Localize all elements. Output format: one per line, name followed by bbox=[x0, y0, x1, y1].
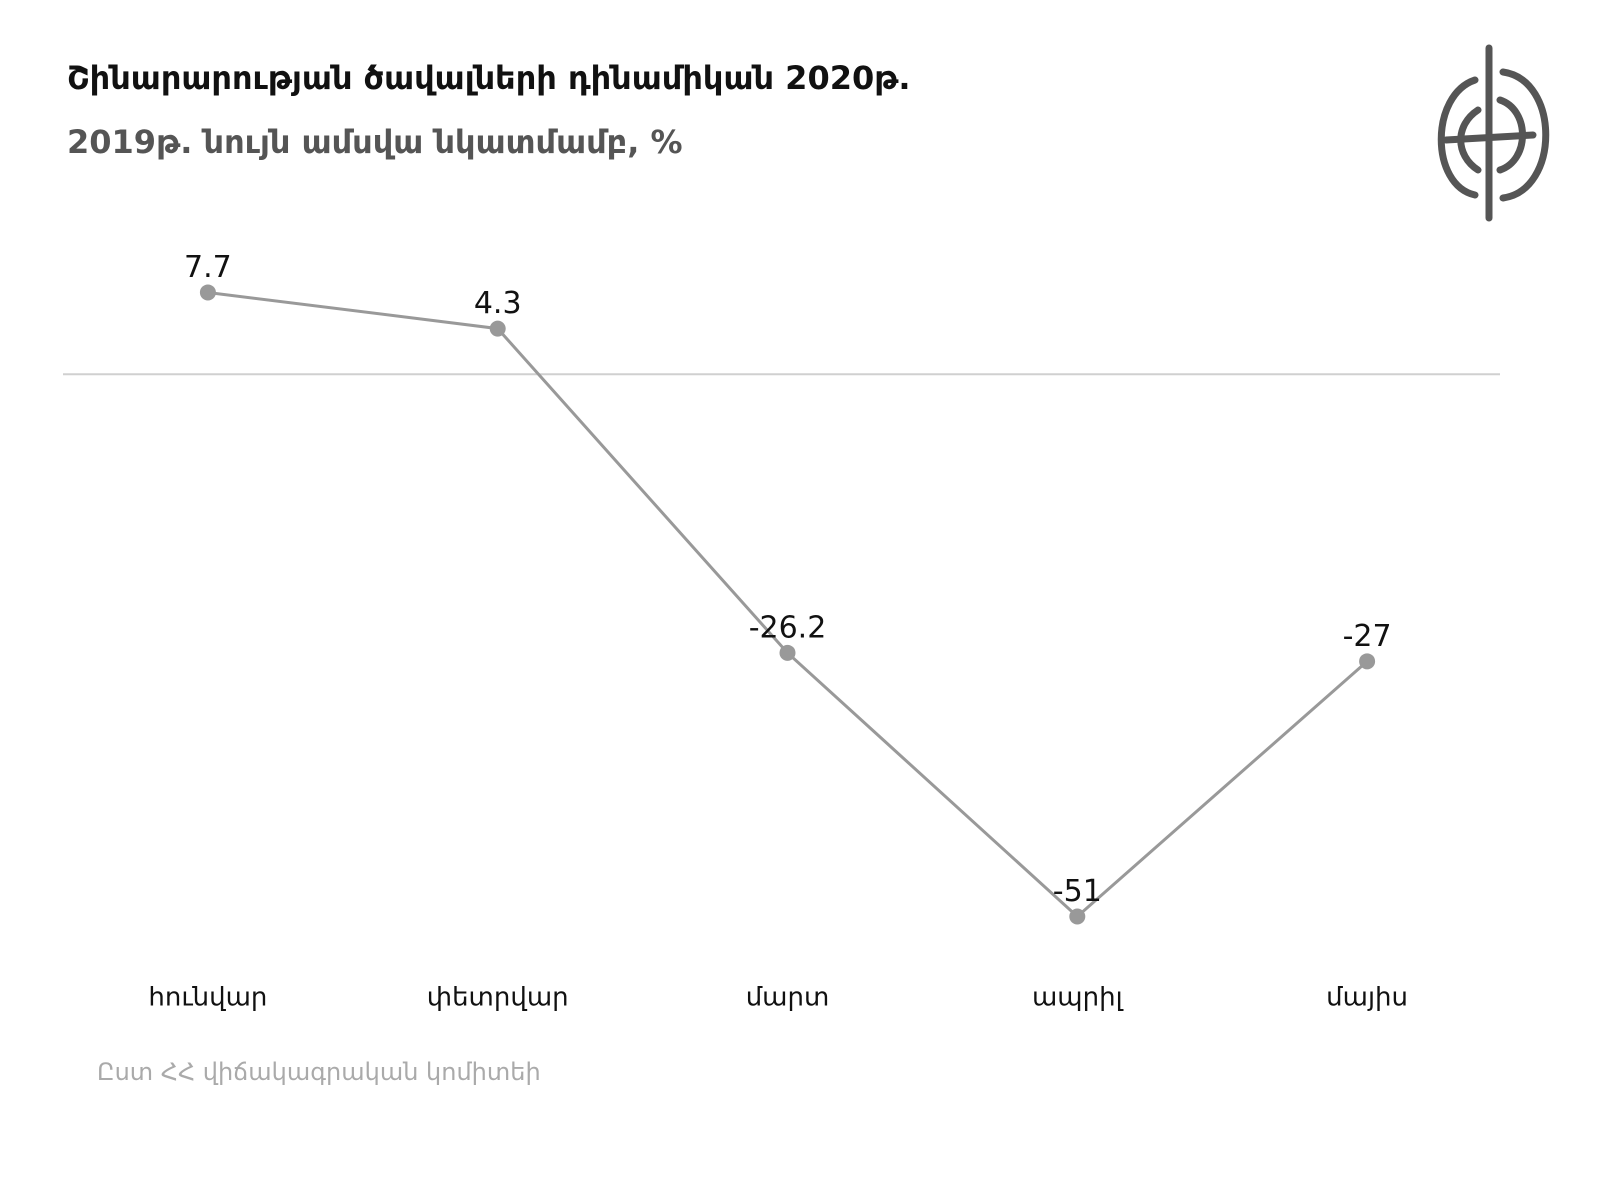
x-tick-label: ապրիլ bbox=[1032, 983, 1124, 1013]
point bbox=[1359, 653, 1376, 670]
x-tick-label: մայիս bbox=[1326, 983, 1408, 1013]
data-label: -51 bbox=[1053, 874, 1102, 909]
point bbox=[199, 284, 216, 301]
x-tick-label: մարտ bbox=[746, 983, 830, 1013]
point bbox=[1069, 908, 1086, 925]
point bbox=[489, 320, 506, 337]
data-label: -27 bbox=[1343, 619, 1392, 654]
data-label: 4.3 bbox=[474, 286, 522, 321]
line bbox=[207, 290, 1369, 919]
chart-subtitle: 2019թ. նույն ամսվա նկատմամբ, % bbox=[67, 123, 683, 161]
point bbox=[779, 644, 796, 661]
x-tick-label: փետրվար bbox=[427, 983, 569, 1013]
chart-title: Շինարարության ծավալների դինամիկան 2020թ. bbox=[67, 59, 911, 97]
data-label: -26.2 bbox=[749, 610, 827, 645]
data-label: 7.7 bbox=[184, 250, 232, 285]
source-note: Ըստ ՀՀ վիճակագրական կոմիտեի bbox=[97, 1058, 541, 1086]
x-tick-label: հունվար bbox=[148, 983, 267, 1013]
logo bbox=[1437, 44, 1550, 222]
